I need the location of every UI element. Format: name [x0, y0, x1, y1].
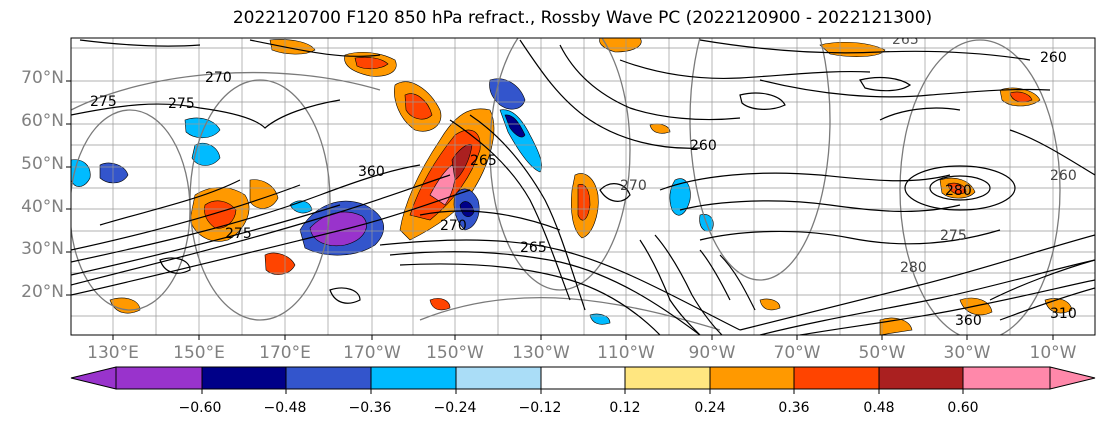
contour-label: 270 [620, 178, 647, 194]
figure-title: 2022120700 F120 850 hPa refract., Rossby… [232, 8, 933, 28]
contour-label: 360 [955, 313, 982, 329]
colorbar-tick-label: −0.24 [433, 400, 477, 416]
contour-label: 275 [168, 96, 195, 112]
contour-label: 265 [470, 153, 497, 169]
colorbar-segment [285, 366, 372, 390]
lon-label-170w: 170°W [343, 343, 401, 363]
colorbar-segment [201, 366, 287, 390]
contour-label: 270 [205, 70, 232, 86]
lat-label-40n: 40°N [21, 197, 64, 217]
contour-labels: 270 275 275 260 265 360 275 270 270 260 … [90, 32, 1077, 329]
lon-label-30w: 30°W [943, 343, 991, 363]
colorbar-segment [455, 366, 542, 390]
lat-label-30n: 30°N [21, 239, 64, 259]
lat-label-50n: 50°N [21, 154, 64, 174]
colorbar-extend-low [70, 366, 117, 390]
lon-label-130e: 130°E [87, 343, 139, 363]
lon-label-70w: 70°W [773, 343, 821, 363]
contour-label: 260 [1050, 168, 1077, 184]
lat-label-70n: 70°N [21, 68, 64, 88]
colorbar-tick-label: −0.48 [263, 400, 307, 416]
colorbar-tick-label: −0.36 [348, 400, 392, 416]
axis-ticks [66, 80, 1054, 340]
colorbar-tick-label: −0.60 [178, 400, 222, 416]
contour-label: 275 [225, 226, 252, 242]
lon-label-50w: 50°W [858, 343, 906, 363]
colorbar-tick-label: 0.36 [778, 400, 810, 416]
lon-label-170e: 170°E [259, 343, 311, 363]
lon-label-10w: 10°W [1029, 343, 1077, 363]
colorbar-segment [624, 366, 711, 390]
colorbar-tick-label: 0.24 [694, 400, 726, 416]
contour-label: 260 [1040, 50, 1067, 66]
contour-label: 265 [892, 32, 919, 48]
map-frame [70, 37, 1096, 336]
coastlines-and-contours [71, 39, 1095, 335]
lat-label-60n: 60°N [21, 111, 64, 131]
lon-label-110w: 110°W [597, 343, 655, 363]
colorbar-tick-label: 0.60 [947, 400, 979, 416]
lon-label-130w: 130°W [512, 343, 570, 363]
lon-label-150e: 150°E [173, 343, 225, 363]
contour-label: 260 [690, 138, 717, 154]
colorbar-segment [878, 366, 964, 390]
colorbar-tick-label: 0.48 [863, 400, 895, 416]
contour-label: 280 [945, 183, 972, 199]
contour-label: 265 [520, 240, 547, 256]
colorbar-tick-label: 0.12 [609, 400, 641, 416]
lat-label-20n: 20°N [21, 282, 64, 302]
contour-label: 280 [900, 260, 927, 276]
map-area: 270 275 275 260 265 360 275 270 270 260 … [71, 32, 1095, 335]
colorbar-tick-label: −0.12 [518, 400, 562, 416]
contour-label: 275 [90, 94, 117, 110]
colorbar-segment [370, 366, 457, 390]
colorbar-segment [540, 366, 626, 390]
shaded-anomalies [71, 38, 1073, 335]
lon-label-150w: 150°W [426, 343, 484, 363]
contour-label: 310 [1050, 306, 1077, 322]
contour-label: 360 [358, 164, 385, 180]
colorbar [70, 366, 1096, 394]
contour-label: 270 [440, 218, 467, 234]
colorbar-extend-high [1049, 366, 1096, 390]
lon-label-90w: 90°W [688, 343, 736, 363]
colorbar-segment [115, 366, 203, 390]
colorbar-segment [709, 366, 795, 390]
colorbar-segment [793, 366, 880, 390]
contour-label: 275 [940, 228, 967, 244]
colorbar-segment [962, 366, 1051, 390]
